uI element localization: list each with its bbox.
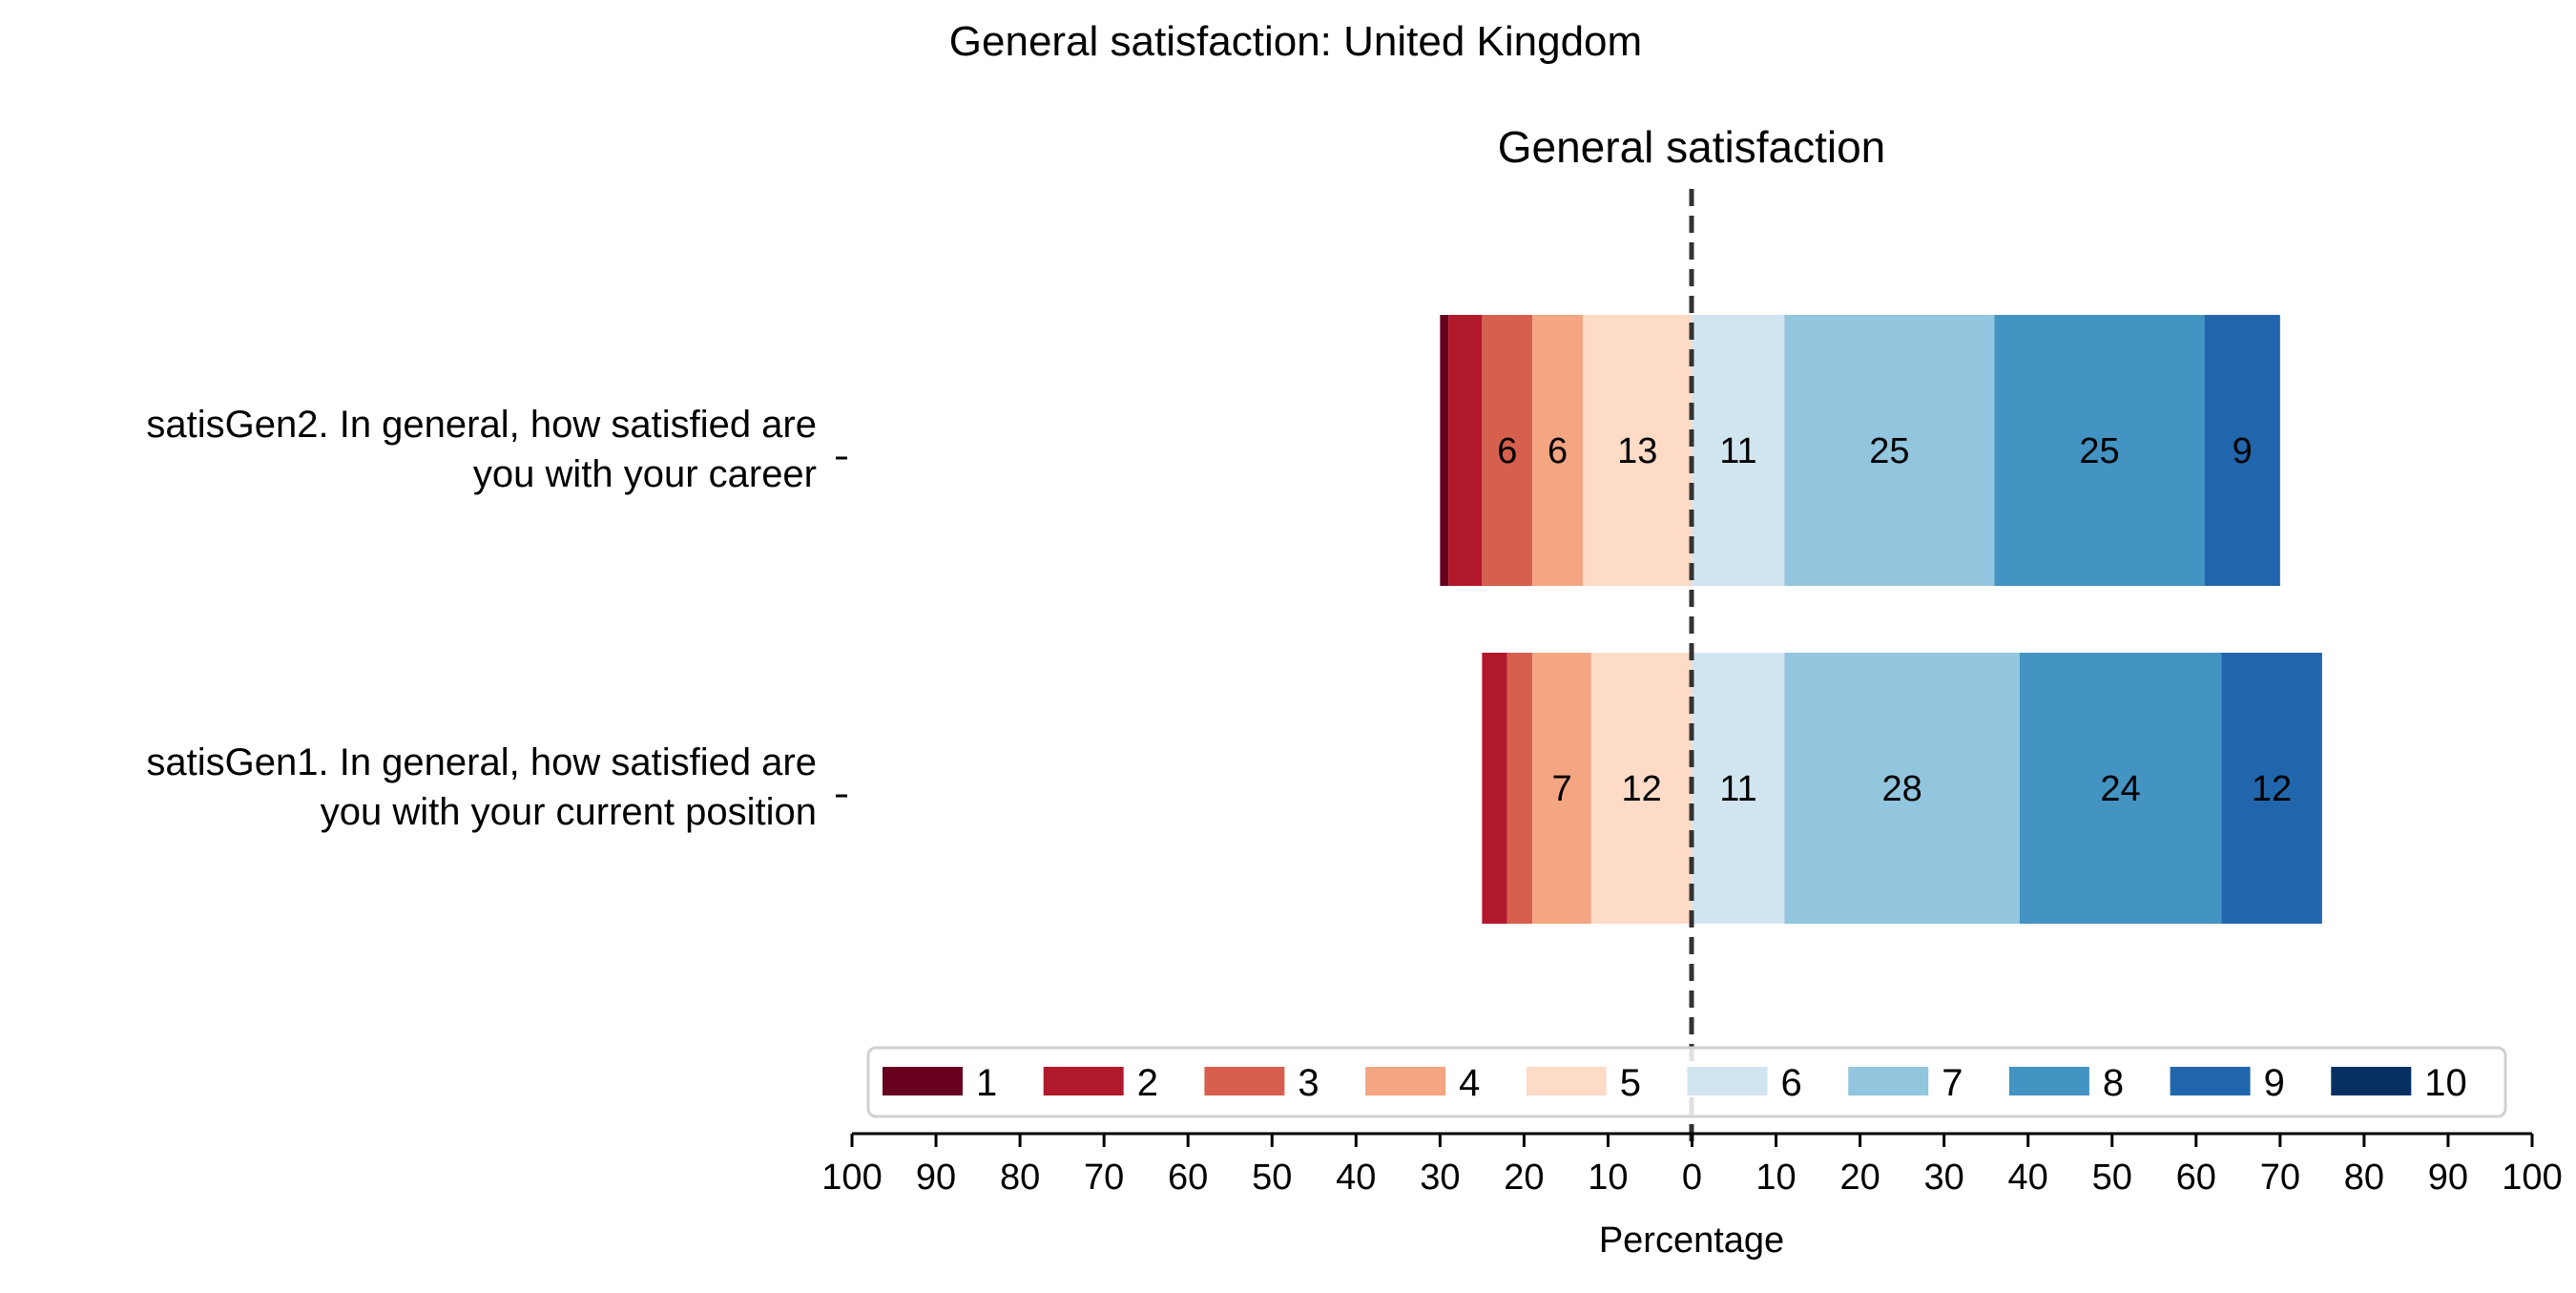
chart-subtitle: General satisfaction — [1498, 122, 1886, 172]
bar-segment — [1482, 653, 1507, 924]
bar-value-label: 9 — [2233, 431, 2253, 471]
bar-value-label: 25 — [1869, 431, 1909, 471]
legend-label: 8 — [2103, 1062, 2124, 1104]
legend-swatch — [1687, 1067, 1768, 1095]
x-axis-label: Percentage — [1599, 1220, 1784, 1261]
x-tick-label: 20 — [1839, 1157, 1880, 1198]
bar-segment — [1583, 315, 1693, 586]
x-tick-label: 60 — [1168, 1157, 1208, 1198]
bar-value-label: 6 — [1548, 431, 1568, 471]
legend-swatch — [1848, 1067, 1929, 1095]
bar-value-label: 11 — [1719, 431, 1756, 471]
chart-title: General satisfaction: United Kingdom — [949, 18, 1642, 65]
bar-value-label: 28 — [1881, 769, 1922, 809]
bar-segment — [1448, 315, 1483, 586]
legend-label: 7 — [1942, 1062, 1963, 1104]
legend-label: 9 — [2264, 1062, 2285, 1104]
x-tick-label: 10 — [1755, 1157, 1796, 1198]
category-label: satisGen2. In general, how satisfied are… — [146, 404, 817, 495]
bar-value-label: 6 — [1497, 431, 1517, 471]
bar-value-label: 24 — [2100, 769, 2140, 809]
bar-segment — [1532, 653, 1591, 924]
bars-layer: 6 6 13 11 25 25 9 7 12 11 28 24 12 — [1440, 315, 2322, 924]
x-tick-label: 10 — [1588, 1157, 1628, 1198]
legend-label: 10 — [2424, 1062, 2467, 1104]
x-axis: 100 90 80 70 60 50 40 30 20 10 0 10 20 30 40 50 60 70 80 90… — [821, 1132, 2563, 1198]
bar-segment — [2204, 315, 2280, 586]
x-tick-label: 90 — [916, 1157, 956, 1198]
x-tick-label: 50 — [2092, 1157, 2132, 1198]
x-tick-label: 90 — [2428, 1157, 2468, 1198]
x-tick-label: 100 — [2502, 1157, 2562, 1198]
bar-segment — [1784, 315, 1995, 586]
x-tick-label: 100 — [821, 1157, 882, 1198]
legend-swatch — [883, 1067, 963, 1095]
x-tick-label: 70 — [2260, 1157, 2300, 1198]
legend-label: 2 — [1137, 1062, 1158, 1104]
bar-value-label: 13 — [1617, 431, 1657, 471]
bar-segment — [2019, 653, 2222, 924]
legend-swatch — [1204, 1067, 1285, 1095]
category-label: satisGen1. In general, how satisfied are… — [146, 741, 817, 833]
bar-value-label: 11 — [1719, 769, 1756, 809]
bar-value-label: 12 — [2252, 769, 2292, 809]
category-labels: satisGen2. In general, how satisfied are… — [146, 404, 847, 833]
legend-label: 6 — [1781, 1062, 1802, 1104]
bar-segment — [1440, 315, 1449, 586]
x-tick-label: 80 — [2344, 1157, 2384, 1198]
bar-segment — [2221, 653, 2322, 924]
x-tick-label: 20 — [1504, 1157, 1544, 1198]
x-tick-label: 0 — [1682, 1157, 1702, 1198]
x-tick-label: 40 — [1336, 1157, 1376, 1198]
bar-segment — [1482, 315, 1533, 586]
legend-frame — [866, 1046, 2507, 1118]
legend-swatch — [2008, 1067, 2089, 1095]
x-tick-label: 50 — [1252, 1157, 1292, 1198]
legend-swatch — [1043, 1067, 1124, 1095]
legend-swatch — [1526, 1067, 1607, 1095]
bar-segment — [1590, 653, 1693, 924]
x-tick-label: 80 — [1000, 1157, 1040, 1198]
x-tick-label: 30 — [1924, 1157, 1964, 1198]
bar-segment — [1532, 315, 1584, 586]
bar-segment — [1692, 315, 1785, 586]
bar-segment — [1692, 653, 1785, 924]
legend: 1 2 3 4 5 6 7 8 9 10 — [866, 1046, 2507, 1118]
bar-segment — [1994, 315, 2205, 586]
legend-swatch — [1365, 1067, 1446, 1095]
bar-value-label: 25 — [2079, 431, 2119, 471]
bar-segment — [1784, 653, 2020, 924]
legend-label: 4 — [1459, 1062, 1480, 1104]
bar-value-label: 12 — [1622, 769, 1662, 809]
x-tick-label: 40 — [2008, 1157, 2048, 1198]
legend-label: 3 — [1298, 1062, 1319, 1104]
x-tick-label: 70 — [1084, 1157, 1124, 1198]
x-tick-label: 30 — [1420, 1157, 1460, 1198]
legend-label: 1 — [976, 1062, 997, 1104]
x-tick-label: 60 — [2176, 1157, 2216, 1198]
legend-swatch — [2331, 1067, 2412, 1095]
bar-value-label: 7 — [1551, 769, 1571, 809]
legend-swatch — [2170, 1067, 2251, 1095]
legend-label: 5 — [1620, 1062, 1641, 1104]
bar-segment — [1506, 653, 1533, 924]
